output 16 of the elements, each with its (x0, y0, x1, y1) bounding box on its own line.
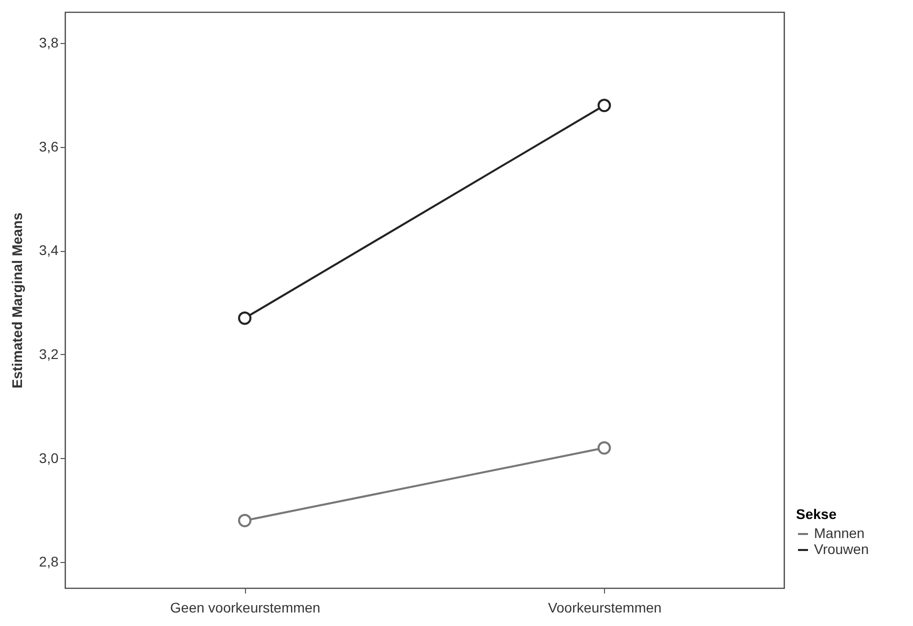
y-tick-label: 3,8 (39, 34, 59, 51)
y-tick-label: 3,4 (39, 242, 59, 258)
x-tick-label: Voorkeurstemmen (548, 600, 662, 616)
legend-title: Sekse (796, 506, 837, 522)
y-tick-label: 3,6 (39, 138, 59, 154)
y-tick-label: 3,0 (39, 450, 59, 466)
legend-label: Vrouwen (814, 541, 869, 557)
point (598, 441, 611, 455)
y-tick-label: 2,8 (39, 554, 59, 570)
y-axis-title: Estimated Marginal Means (9, 212, 26, 388)
legend-label: Mannen (814, 525, 865, 541)
x-tick-label: Geen voorkeurstemmen (170, 600, 320, 616)
y-tick-label: 3,2 (39, 346, 59, 362)
point (238, 514, 252, 528)
point (598, 98, 611, 112)
point (238, 311, 252, 325)
